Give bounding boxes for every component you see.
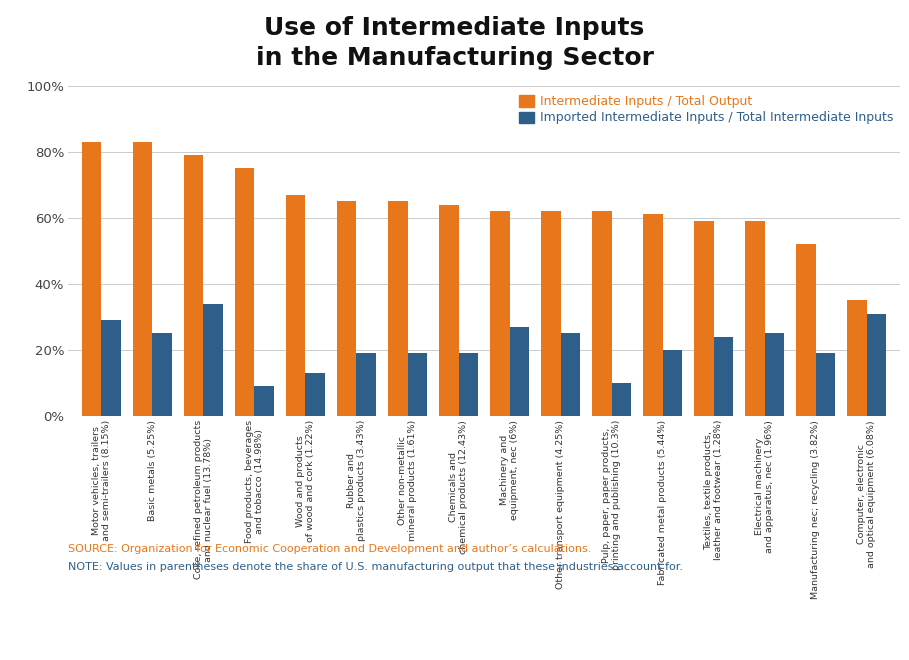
Bar (561, 333, 580, 416)
Bar (694, 221, 714, 416)
Bar (407, 353, 427, 416)
Bar (764, 333, 784, 416)
Bar (644, 214, 663, 416)
Bar (612, 383, 631, 416)
Bar (745, 221, 764, 416)
Legend: Intermediate Inputs / Total Output, Imported Intermediate Inputs / Total Interme: Intermediate Inputs / Total Output, Impo… (519, 95, 894, 125)
Bar (510, 327, 529, 416)
Text: F: F (25, 622, 36, 636)
Text: SOURCE: Organization for Economic Cooperation and Development and author’s calcu: SOURCE: Organization for Economic Cooper… (68, 544, 592, 554)
Bar (286, 195, 305, 416)
Text: in the Manufacturing Sector: in the Manufacturing Sector (255, 46, 654, 70)
Bar (490, 211, 510, 416)
Bar (439, 205, 458, 416)
Bar (255, 386, 274, 416)
Bar (796, 244, 815, 416)
Bar (663, 350, 682, 416)
Bar (388, 201, 407, 416)
Bar (153, 333, 172, 416)
Bar (337, 201, 356, 416)
Bar (101, 320, 121, 416)
Text: Federal Reserve Bank: Federal Reserve Bank (25, 622, 200, 636)
Bar (458, 353, 478, 416)
Bar (541, 211, 561, 416)
Text: Use of Intermediate Inputs: Use of Intermediate Inputs (265, 16, 644, 40)
Bar (204, 304, 223, 416)
Bar (847, 300, 867, 416)
Bar (235, 168, 255, 416)
Bar (305, 373, 325, 416)
Bar (593, 211, 612, 416)
Bar (815, 353, 835, 416)
Bar (867, 314, 886, 416)
Bar (82, 142, 101, 416)
Text: St. Louis: St. Louis (303, 622, 375, 636)
Bar (714, 337, 733, 416)
Text: NOTE: Values in parentheses denote the share of U.S. manufacturing output that t: NOTE: Values in parentheses denote the s… (68, 562, 684, 572)
Bar (356, 353, 375, 416)
Bar (133, 142, 153, 416)
Bar (184, 155, 204, 416)
Text: of: of (273, 622, 287, 636)
